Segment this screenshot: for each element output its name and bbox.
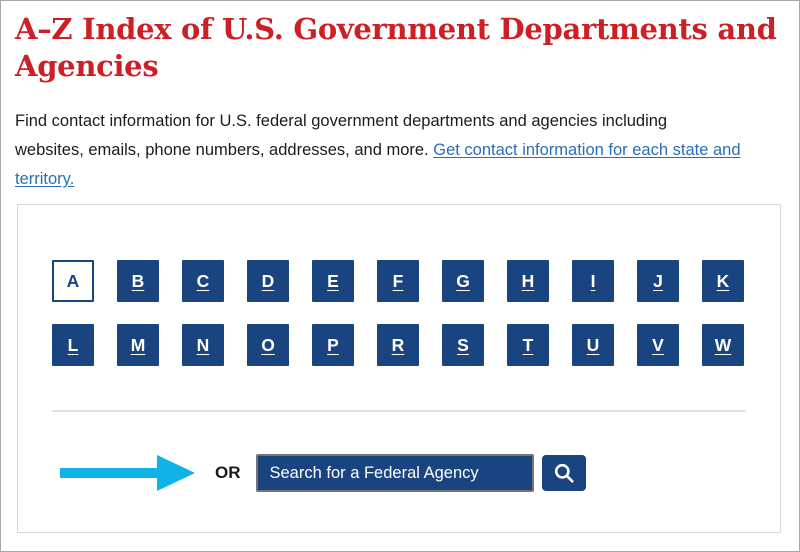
- letter-tile-w[interactable]: W: [702, 324, 744, 366]
- state-territory-link-line1: Get contact information for each state a…: [433, 141, 741, 159]
- magnifying-glass-icon: [554, 463, 574, 483]
- letter-tile-p[interactable]: P: [312, 324, 354, 366]
- letter-tile-i[interactable]: I: [572, 260, 614, 302]
- letter-tile-l[interactable]: L: [52, 324, 94, 366]
- page-title-line2: Agencies: [15, 49, 159, 83]
- letter-tile-g[interactable]: G: [442, 260, 484, 302]
- letter-tile-t[interactable]: T: [507, 324, 549, 366]
- letter-tile-e[interactable]: E: [312, 260, 354, 302]
- letter-tile-m[interactable]: M: [117, 324, 159, 366]
- letter-tile-a[interactable]: A: [52, 260, 94, 302]
- page-title: A–Z Index of U.S. Government Departments…: [15, 11, 785, 85]
- letter-tile-r[interactable]: R: [377, 324, 419, 366]
- intro-text: Find contact information for U.S. federa…: [15, 107, 785, 194]
- letter-tile-s[interactable]: S: [442, 324, 484, 366]
- letter-tile-k[interactable]: K: [702, 260, 744, 302]
- agency-search-input[interactable]: [255, 454, 534, 492]
- letter-tile-j[interactable]: J: [637, 260, 679, 302]
- letter-tile-o[interactable]: O: [247, 324, 289, 366]
- letter-tile-n[interactable]: N: [182, 324, 224, 366]
- letter-row-2: L M N O P R S T U V W: [52, 324, 746, 366]
- state-territory-link[interactable]: Get contact information for each state a…: [15, 141, 741, 188]
- search-button[interactable]: [541, 455, 586, 491]
- letter-tile-v[interactable]: V: [637, 324, 679, 366]
- letter-row-1: A B C D E F G H I J K: [52, 260, 746, 302]
- page-title-line1: A–Z Index of U.S. Government Departments…: [15, 12, 777, 46]
- letter-tile-u[interactable]: U: [572, 324, 614, 366]
- intro-line2: websites, emails, phone numbers, address…: [15, 141, 429, 159]
- state-territory-link-line2: territory.: [15, 170, 75, 188]
- letter-tile-h[interactable]: H: [507, 260, 549, 302]
- intro-line1: Find contact information for U.S. federa…: [15, 112, 668, 130]
- az-index-panel: A B C D E F G H I J K L M N O P R S T U …: [17, 204, 781, 533]
- letter-tile-c[interactable]: C: [182, 260, 224, 302]
- letter-tile-b[interactable]: B: [117, 260, 159, 302]
- letter-tile-d[interactable]: D: [247, 260, 289, 302]
- divider: [52, 410, 746, 412]
- or-label: OR: [215, 463, 241, 482]
- letter-tile-f[interactable]: F: [377, 260, 419, 302]
- search-row: OR: [52, 454, 746, 492]
- right-arrow-icon: [60, 455, 195, 491]
